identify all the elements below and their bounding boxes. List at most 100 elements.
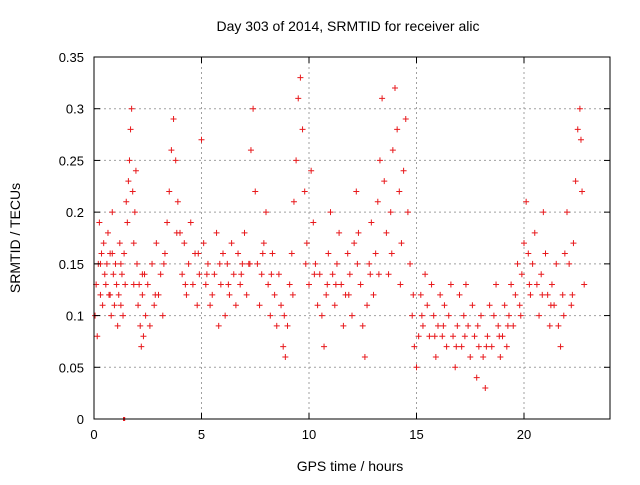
data-point: [281, 313, 287, 319]
data-point: [504, 344, 510, 350]
data-point: [158, 271, 164, 277]
data-point: [114, 282, 120, 288]
x-tick-label: 15: [409, 427, 423, 442]
data-point: [152, 292, 158, 298]
data-point: [452, 364, 458, 370]
data-point: [349, 313, 355, 319]
chart-title: Day 303 of 2014, SRMTID for receiver ali…: [217, 18, 480, 34]
data-point: [330, 271, 336, 277]
data-point: [338, 282, 344, 288]
data-point: [164, 219, 170, 225]
data-point: [564, 209, 570, 215]
data-point: [575, 126, 581, 132]
data-point: [138, 344, 144, 350]
data-point: [274, 323, 280, 329]
data-point: [238, 271, 244, 277]
data-point: [278, 302, 284, 308]
data-point: [439, 333, 445, 339]
data-point: [506, 313, 512, 319]
data-point: [534, 282, 540, 288]
grid-lines: [94, 57, 610, 419]
data-point: [577, 106, 583, 112]
data-point: [285, 323, 291, 329]
data-point: [289, 251, 295, 257]
data-point: [397, 282, 403, 288]
data-point: [489, 344, 495, 350]
data-point: [366, 261, 372, 267]
data-point: [259, 271, 265, 277]
data-point: [124, 219, 130, 225]
data-point: [510, 323, 516, 329]
data-point: [558, 344, 564, 350]
data-point: [300, 126, 306, 132]
data-point: [358, 282, 364, 288]
y-axis-ticks: 0 0.05 0.1 0.15 0.2 0.25 0.3 0.35: [59, 50, 610, 427]
y-tick-label: 0.2: [66, 205, 84, 220]
x-tick-label: 20: [517, 427, 531, 442]
data-point: [247, 261, 253, 267]
data-point: [493, 282, 499, 288]
data-point: [188, 219, 194, 225]
data-point: [126, 157, 132, 163]
data-point: [204, 271, 210, 277]
y-tick-label: 0.3: [66, 102, 84, 117]
data-point: [113, 261, 119, 267]
data-point: [217, 261, 223, 267]
data-point: [561, 313, 567, 319]
data-point: [437, 292, 443, 298]
data-point: [153, 240, 159, 246]
data-point: [117, 240, 123, 246]
data-point: [555, 323, 561, 329]
data-point: [566, 261, 572, 267]
data-point: [218, 282, 224, 288]
data-point: [396, 188, 402, 194]
data-point: [381, 178, 387, 184]
data-point: [467, 354, 473, 360]
data-point: [474, 375, 480, 381]
data-point: [545, 292, 551, 298]
data-point: [194, 302, 200, 308]
data-point: [457, 292, 463, 298]
data-point: [131, 282, 137, 288]
data-point: [280, 344, 286, 350]
data-point: [362, 354, 368, 360]
data-point: [220, 251, 226, 257]
data-point: [222, 313, 228, 319]
data-point: [272, 292, 278, 298]
data-point: [371, 292, 377, 298]
data-point: [325, 251, 331, 257]
data-point: [319, 313, 325, 319]
data-point: [508, 282, 514, 288]
data-point: [260, 251, 266, 257]
data-point: [463, 282, 469, 288]
data-point: [252, 188, 258, 194]
data-point: [161, 261, 167, 267]
data-point: [149, 261, 155, 267]
data-point: [287, 282, 293, 288]
x-tick-label: 0: [90, 427, 97, 442]
data-point: [186, 261, 192, 267]
data-point: [409, 313, 415, 319]
data-point: [99, 251, 105, 257]
data-point: [398, 240, 404, 246]
data-point: [237, 282, 243, 288]
data-point: [373, 251, 379, 257]
data-point: [353, 188, 359, 194]
data-point: [276, 271, 282, 277]
data-point: [295, 95, 301, 101]
data-point: [476, 344, 482, 350]
data-point: [203, 282, 209, 288]
data-point: [109, 209, 115, 215]
data-point: [431, 313, 437, 319]
data-point: [242, 230, 248, 236]
data-point: [345, 251, 351, 257]
data-point: [102, 271, 108, 277]
data-point: [190, 282, 196, 288]
data-point: [495, 323, 501, 329]
data-point: [173, 157, 179, 163]
data-point: [354, 261, 360, 267]
data-point: [121, 251, 127, 257]
data-point: [539, 292, 545, 298]
data-point: [199, 137, 205, 143]
